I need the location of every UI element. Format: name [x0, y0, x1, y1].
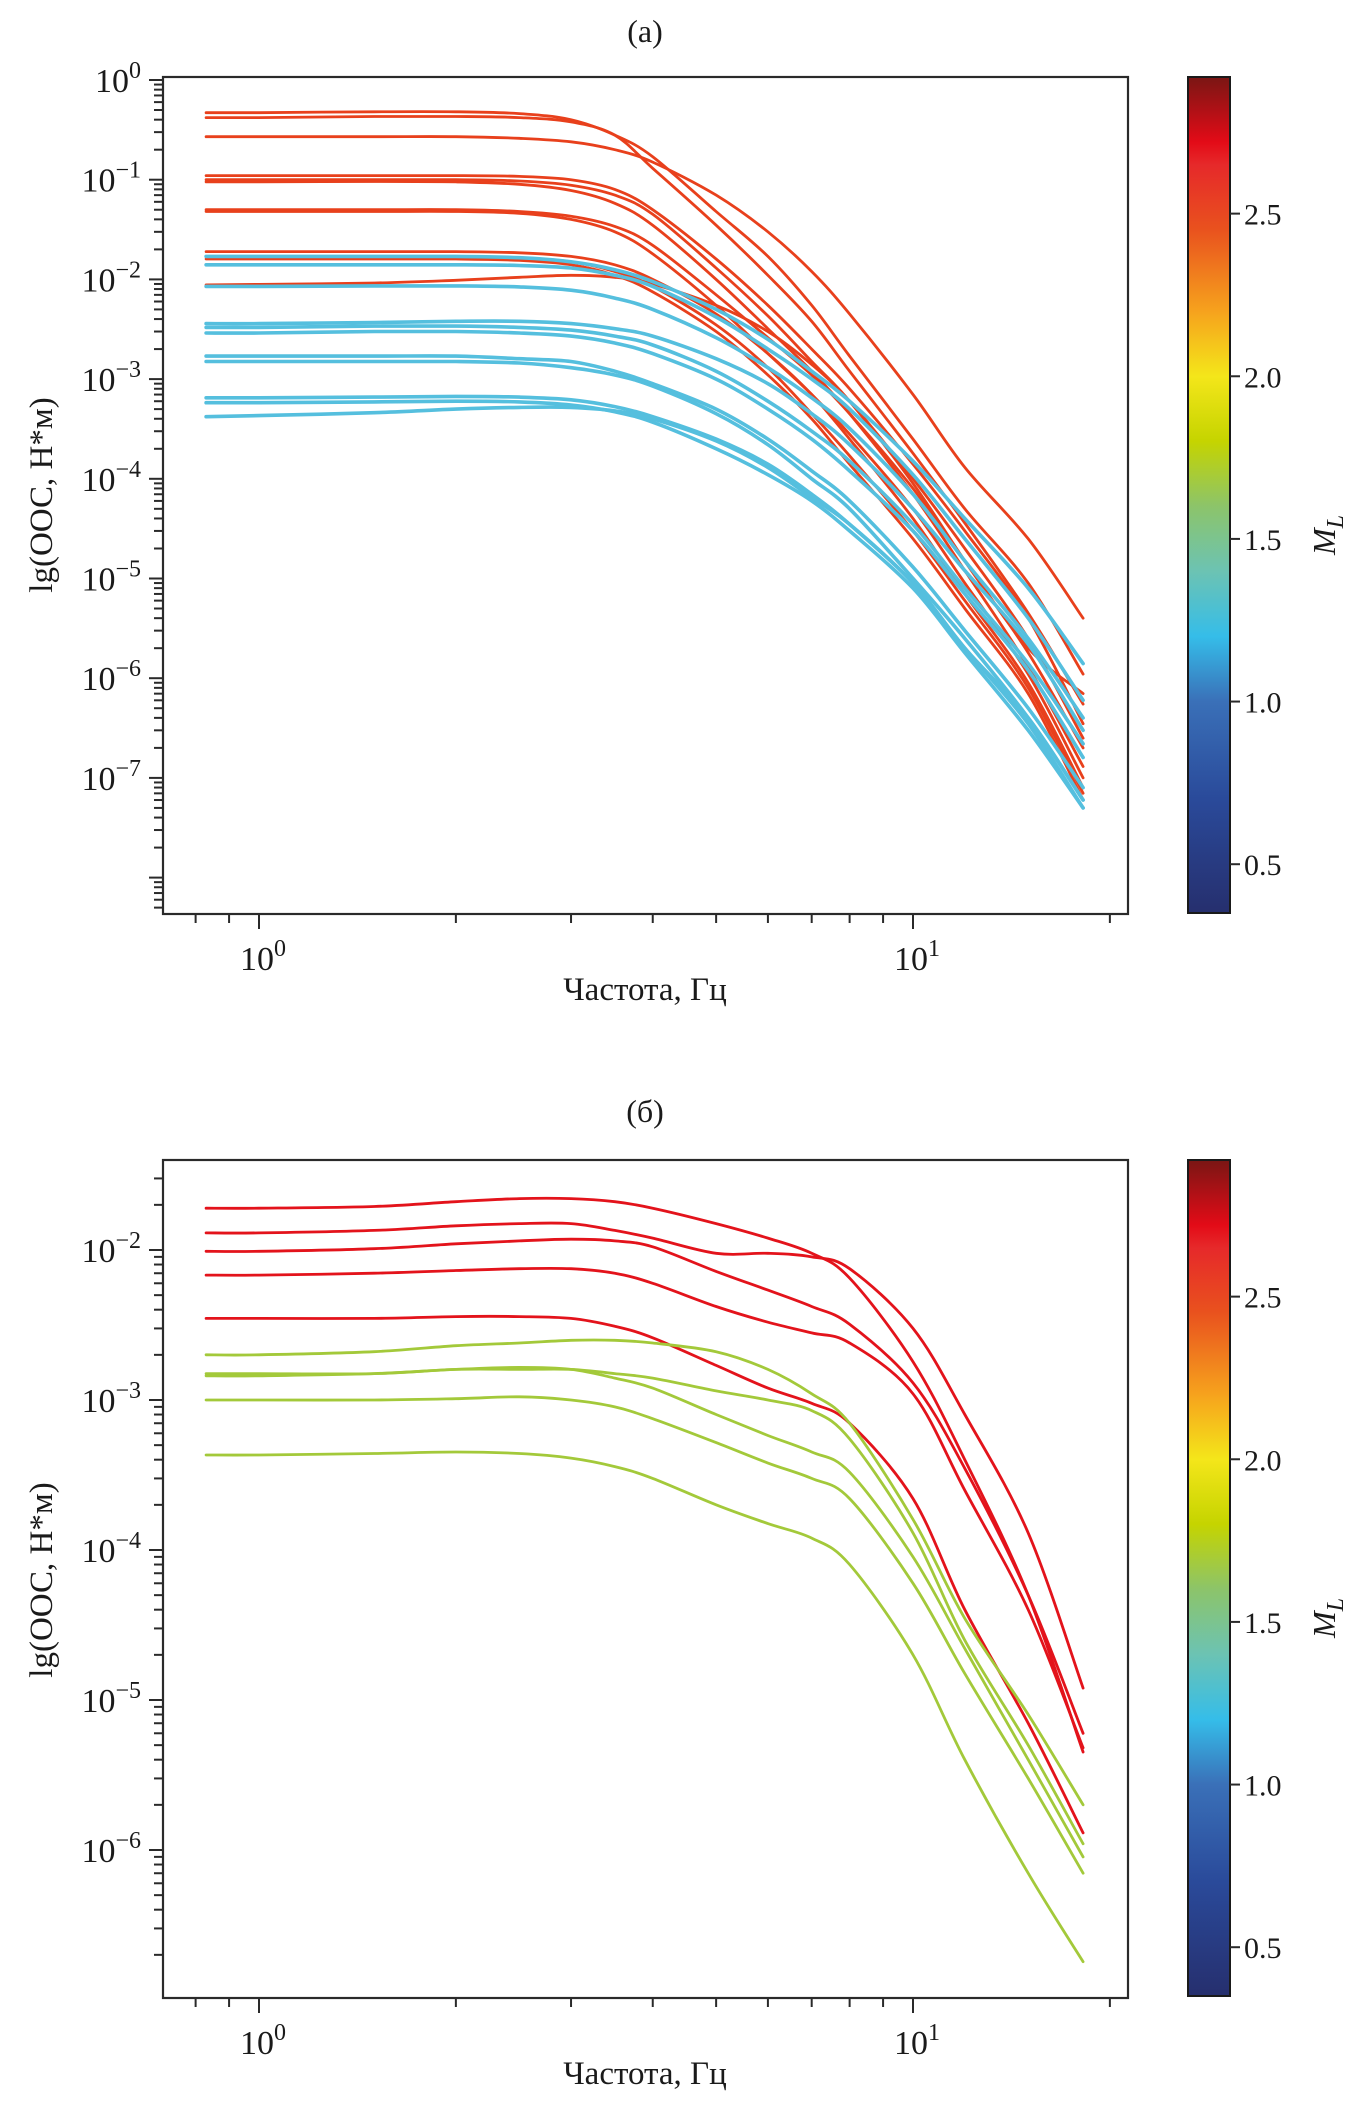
panel-a-x-axis-title: Частота, Гц [563, 972, 727, 1008]
panel-b-title: (б) [626, 1093, 664, 1129]
series-line-red-1 [204, 110, 1085, 676]
series-line-red-12 [204, 273, 1085, 740]
panel-b-x-axis: 100 101 [194, 1998, 1111, 2062]
x-tick-label: 100 [240, 2020, 286, 2062]
colorbar-gradient [1187, 1159, 1231, 1997]
series-line-red-3 [204, 1237, 1085, 1735]
colorbar-tick-label: 1.5 [1244, 1607, 1282, 1640]
series-line-red-2 [204, 115, 1085, 706]
series-line-red-8 [204, 209, 1085, 780]
x-tick-label: 101 [894, 936, 940, 978]
y-tick-label: 10−4 [81, 1528, 141, 1570]
series-line-blue-1 [204, 254, 1085, 666]
series-line-blue-4 [204, 319, 1085, 733]
y-tick-label: 10−7 [81, 756, 141, 798]
series-line-red-6 [204, 180, 1085, 768]
series-line-red-3 [204, 135, 1085, 620]
y-tick-label: 10−1 [81, 158, 141, 200]
colorbar-tick-label: 1.0 [1244, 687, 1282, 720]
colorbar-tick-label: 0.5 [1244, 1932, 1282, 1965]
series-line-blue-9 [204, 394, 1085, 810]
panel-b-y-axis-title: lg(ООС, Н*м) [24, 1482, 60, 1677]
panel-b-colorbar: 2.5 2.0 1.5 1.0 0.5 ML [1187, 1159, 1349, 1997]
series-line-red-2 [204, 1221, 1085, 1690]
colorbar-tick-label: 2.0 [1244, 1444, 1282, 1477]
y-tick-label: 10−6 [81, 656, 141, 698]
series-line-blue-11 [204, 405, 1085, 802]
series-line-blue-6 [204, 329, 1085, 760]
colorbar-tick-label: 0.5 [1244, 849, 1282, 882]
colorbar-tick-label: 1.5 [1244, 524, 1282, 557]
series-line-red-1 [204, 1196, 1085, 1754]
series-line-red-11 [204, 257, 1085, 802]
colorbar-tick-label: 2.5 [1244, 199, 1282, 232]
series-line-green-4 [204, 1395, 1085, 1875]
y-tick-label: 10−3 [81, 1378, 141, 1420]
colorbar-tick-label: 2.0 [1244, 361, 1282, 394]
series-line-green-1 [204, 1338, 1085, 1807]
panel-b-plot-frame [161, 1158, 1130, 2000]
colorbar-tick-label: 2.5 [1244, 1282, 1282, 1315]
y-tick-label: 10−4 [81, 457, 141, 499]
y-tick-label: 10−5 [81, 557, 141, 599]
panel-a-colorbar: 2.5 2.0 1.5 1.0 0.5 ML [1187, 76, 1349, 914]
series-line-green-5 [204, 1450, 1085, 1964]
series-line-red-4 [204, 174, 1085, 726]
series-line-red-4 [204, 1266, 1085, 1750]
y-tick-label: 10−6 [81, 1828, 141, 1870]
series-line-red-5 [204, 1314, 1085, 1835]
y-tick-label: 10−3 [81, 357, 141, 399]
colorbar-gradient [1187, 76, 1231, 914]
panel-a-plot-frame [161, 75, 1130, 916]
panel-a-x-axis: 100 101 [194, 914, 1111, 978]
panel-a-title: (a) [627, 13, 663, 49]
series-line-blue-5 [204, 324, 1085, 746]
y-tick-label: 10−2 [81, 257, 141, 299]
series-line-blue-2 [204, 262, 1085, 703]
panel-b: (б) 10−2 10−3 10−4 10−5 10−6 100 101 Частота,… [24, 1093, 1349, 2092]
y-tick-label: 100 [95, 58, 141, 100]
colorbar-tick-label: 1.0 [1244, 1770, 1282, 1803]
series-line-blue-10 [204, 399, 1085, 810]
panel-b-curves [204, 1196, 1085, 1964]
series-line-blue-3 [204, 284, 1085, 720]
x-tick-label: 100 [240, 936, 286, 978]
y-tick-label: 10−2 [81, 1228, 141, 1270]
panel-b-y-axis: 10−2 10−3 10−4 10−5 10−6 [81, 1177, 163, 1956]
panel-a-y-axis-title: lg(ООС, Н*м) [24, 397, 60, 592]
y-tick-label: 10−5 [81, 1678, 141, 1720]
colorbar-title: ML [1306, 1598, 1349, 1639]
panel-a-curves [204, 110, 1085, 810]
panel-a-y-axis: 100 10−1 10−2 10−3 10−4 10−5 10−6 10−7 [81, 58, 163, 909]
colorbar-title: ML [1306, 515, 1349, 556]
series-line-green-3 [204, 1366, 1085, 1859]
series-line-blue-8 [204, 359, 1085, 802]
series-line-green-2 [204, 1367, 1085, 1846]
x-tick-label: 101 [894, 2020, 940, 2062]
series-line-blue-7 [204, 354, 1085, 790]
panel-b-x-axis-title: Частота, Гц [563, 2056, 727, 2092]
